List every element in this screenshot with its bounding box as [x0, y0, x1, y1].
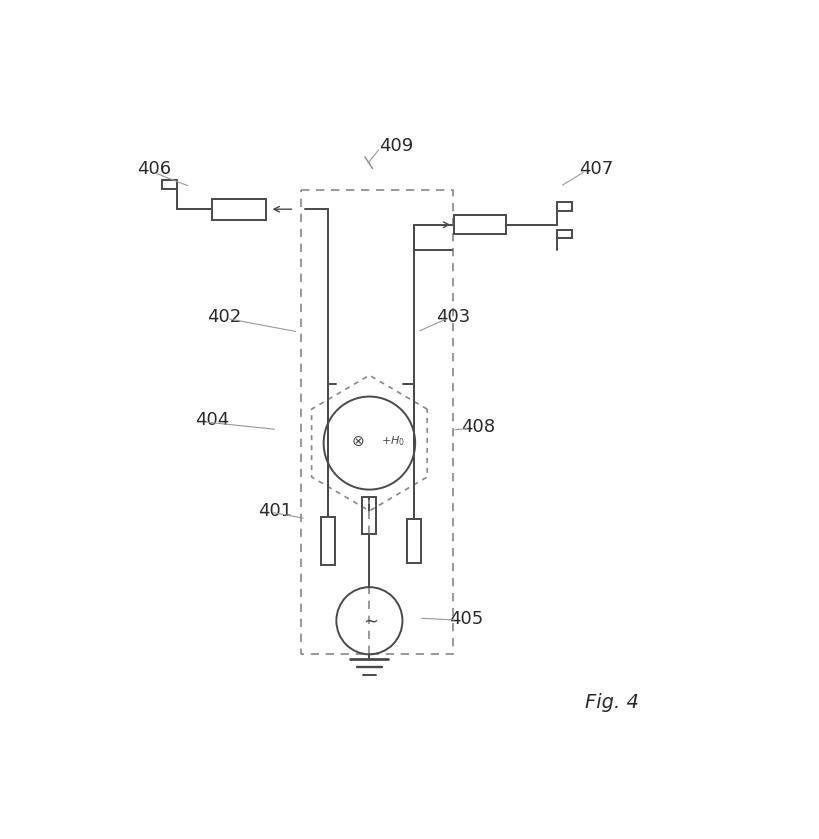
- Text: 401: 401: [258, 502, 292, 520]
- Bar: [321, 517, 335, 565]
- Text: 404: 404: [194, 411, 229, 430]
- Bar: [161, 180, 177, 189]
- Text: 405: 405: [448, 610, 482, 628]
- Text: $\otimes$: $\otimes$: [351, 435, 364, 449]
- Bar: [212, 199, 266, 220]
- Text: 409: 409: [378, 137, 413, 155]
- Text: 406: 406: [138, 159, 171, 178]
- Text: 408: 408: [461, 418, 495, 436]
- Text: Fig. 4: Fig. 4: [585, 693, 639, 712]
- Text: 402: 402: [207, 308, 242, 326]
- Bar: [556, 202, 572, 211]
- Text: $+H_0$: $+H_0$: [380, 435, 405, 448]
- Bar: [362, 497, 376, 534]
- Text: 403: 403: [436, 308, 470, 326]
- Text: $\sim$: $\sim$: [360, 612, 378, 630]
- Bar: [406, 519, 420, 563]
- Text: 407: 407: [578, 159, 613, 178]
- Bar: [556, 230, 572, 238]
- Bar: [454, 215, 505, 234]
